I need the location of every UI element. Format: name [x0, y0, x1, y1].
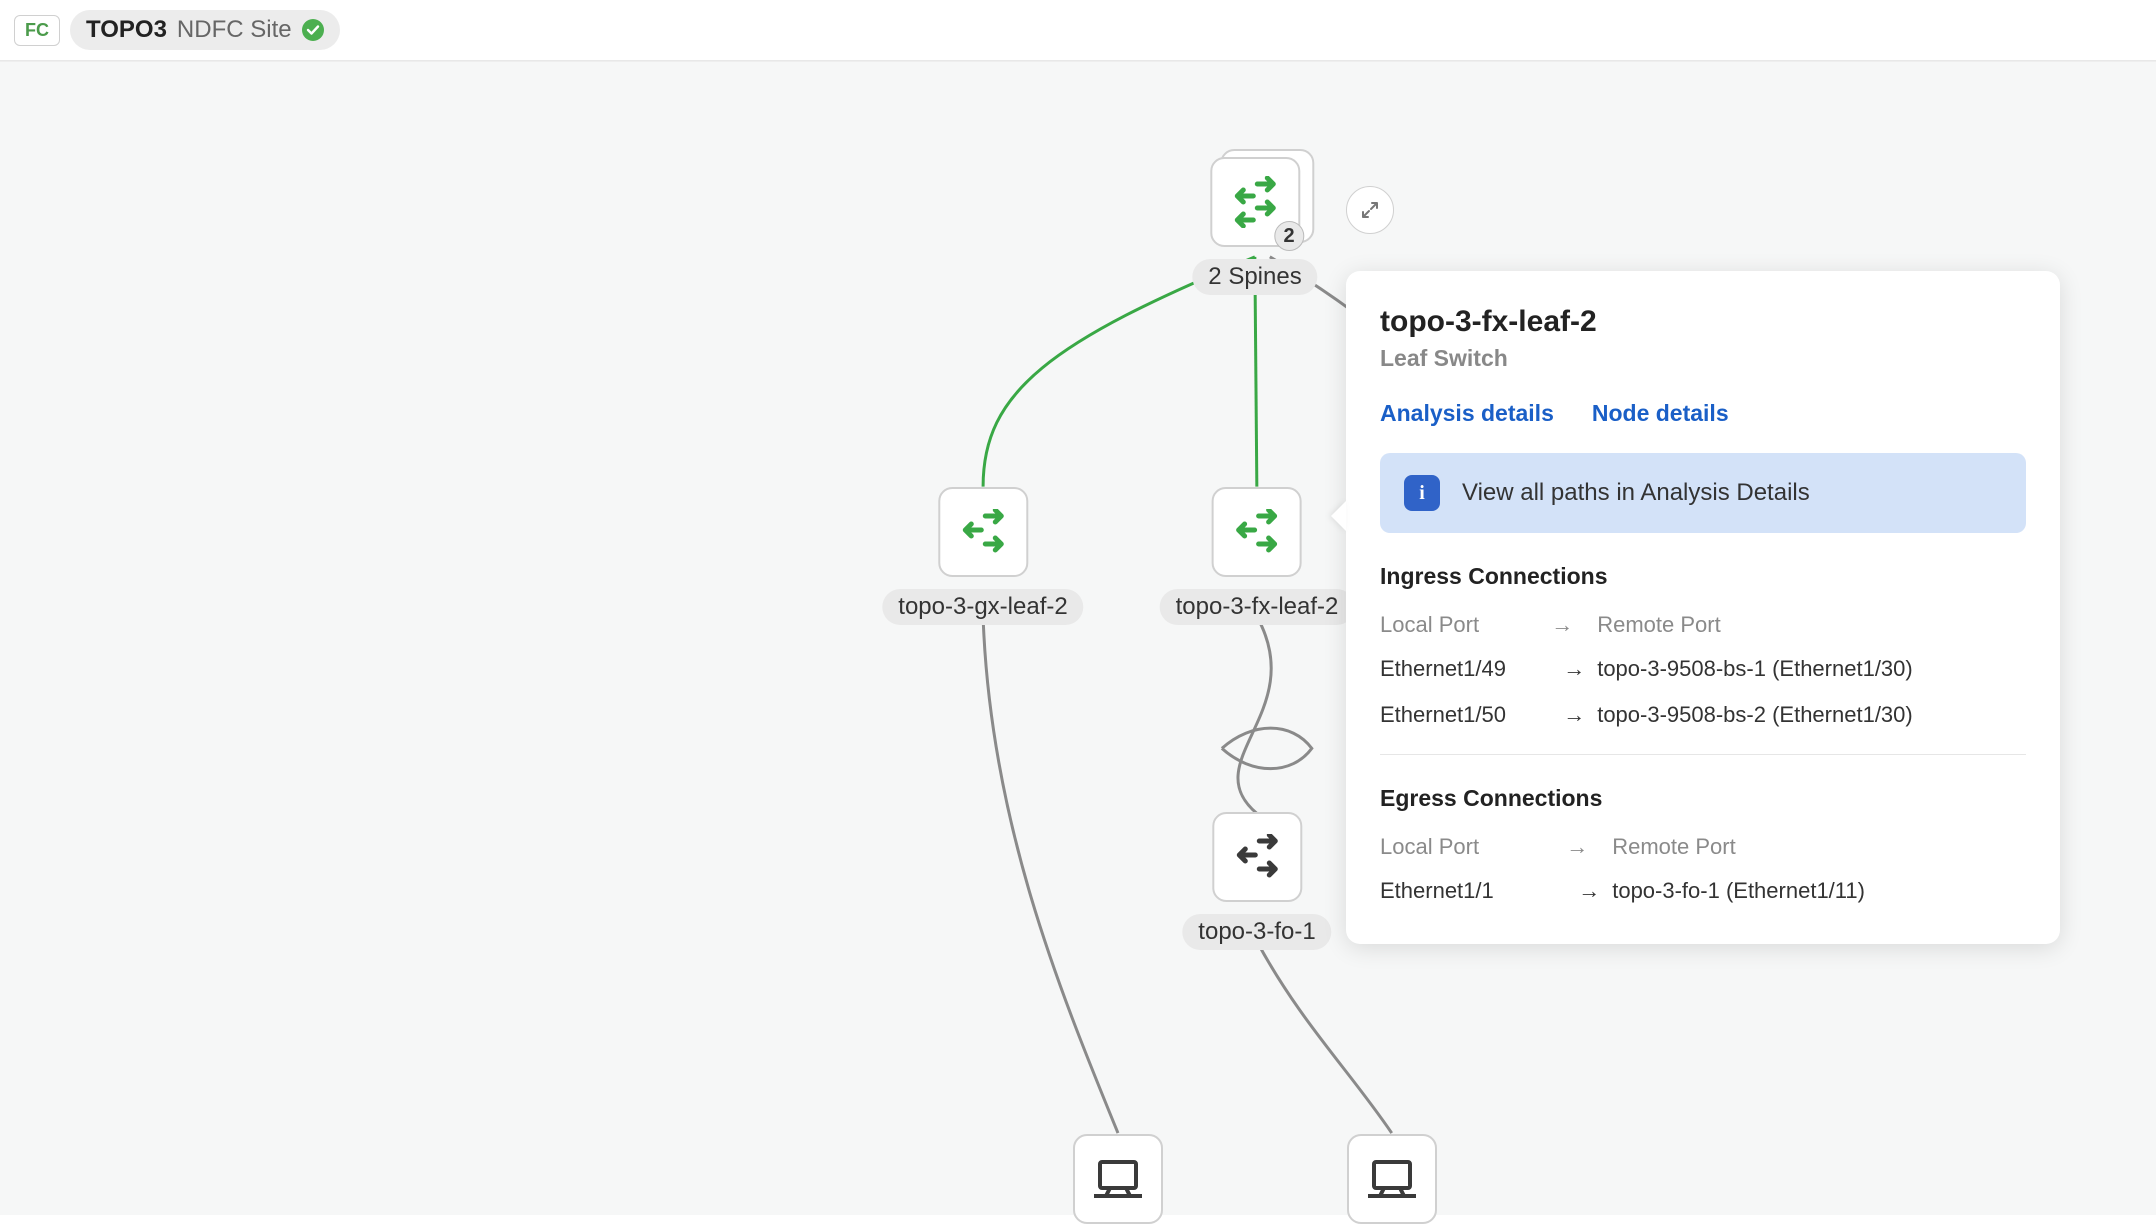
- status-ok-icon: [302, 19, 324, 41]
- node-label: topo-3-fo-1: [1182, 914, 1331, 950]
- node-label: topo-3-gx-leaf-2: [882, 589, 1083, 625]
- col-remote: Remote Port: [1597, 604, 2026, 646]
- arrow-icon: →: [1551, 646, 1597, 692]
- arrow-icon: →: [1566, 826, 1612, 868]
- arrow-icon: →: [1566, 868, 1612, 914]
- info-banner-text: View all paths in Analysis Details: [1462, 479, 1810, 507]
- local-port: Ethernet1/1: [1380, 868, 1566, 914]
- host-icon: [1073, 1134, 1163, 1224]
- node-count-badge: 2: [1274, 221, 1304, 251]
- node-label: 2 Spines: [1192, 259, 1317, 295]
- table-row[interactable]: Ethernet1/50→topo-3-9508-bs-2 (Ethernet1…: [1380, 692, 2026, 738]
- expand-button[interactable]: [1346, 186, 1394, 234]
- node-details-link[interactable]: Node details: [1592, 400, 1729, 427]
- node-label: topo-3-fx-leaf-2: [1160, 589, 1355, 625]
- site-chip[interactable]: TOPO3 NDFC Site: [70, 10, 340, 50]
- switch-dark-icon: [1212, 812, 1302, 902]
- topology-canvas[interactable]: 2 2 Spines topo-3-gx-leaf-2 topo-3-fx-lea…: [0, 61, 2156, 1215]
- fc-badge: FC: [14, 15, 60, 46]
- egress-heading: Egress Connections: [1380, 785, 2026, 812]
- topology-node-fo1[interactable]: topo-3-fo-1: [1182, 812, 1331, 950]
- topology-node-host_l[interactable]: [1073, 1134, 1163, 1224]
- switch-green-icon: [938, 487, 1028, 577]
- egress-table: Local Port → Remote Port Ethernet1/1→top…: [1380, 826, 2026, 914]
- table-row[interactable]: Ethernet1/49→topo-3-9508-bs-1 (Ethernet1…: [1380, 646, 2026, 692]
- remote-port: topo-3-9508-bs-2 (Ethernet1/30): [1597, 692, 2026, 738]
- table-row[interactable]: Ethernet1/1→topo-3-fo-1 (Ethernet1/11): [1380, 868, 2026, 914]
- topology-node-leaf_fx[interactable]: topo-3-fx-leaf-2: [1160, 487, 1355, 625]
- col-local: Local Port: [1380, 826, 1566, 868]
- node-details-panel: topo-3-fx-leaf-2 Leaf Switch Analysis de…: [1346, 271, 2060, 944]
- panel-links: Analysis details Node details: [1380, 400, 2026, 427]
- ingress-table: Local Port → Remote Port Ethernet1/49→to…: [1380, 604, 2026, 738]
- ingress-heading: Ingress Connections: [1380, 563, 2026, 590]
- analysis-details-link[interactable]: Analysis details: [1380, 400, 1554, 427]
- col-remote: Remote Port: [1612, 826, 2026, 868]
- col-local: Local Port: [1380, 604, 1551, 646]
- panel-title: topo-3-fx-leaf-2: [1380, 305, 2026, 339]
- topology-node-spines[interactable]: 2 2 Spines: [1192, 157, 1317, 295]
- divider: [1380, 754, 2026, 755]
- switch-green-icon: 2: [1210, 157, 1300, 247]
- site-name-bold: TOPO3: [86, 16, 167, 44]
- site-name-gray: NDFC Site: [177, 16, 292, 44]
- local-port: Ethernet1/49: [1380, 646, 1551, 692]
- info-icon: i: [1404, 475, 1440, 511]
- info-banner[interactable]: i View all paths in Analysis Details: [1380, 453, 2026, 533]
- topology-node-leaf_gx[interactable]: topo-3-gx-leaf-2: [882, 487, 1083, 625]
- header-bar: FC TOPO3 NDFC Site: [0, 0, 2156, 61]
- remote-port: topo-3-9508-bs-1 (Ethernet1/30): [1597, 646, 2026, 692]
- switch-green-icon: [1212, 487, 1302, 577]
- arrow-icon: →: [1551, 604, 1597, 646]
- topology-node-host_r[interactable]: [1347, 1134, 1437, 1224]
- panel-pointer-icon: [1331, 501, 1346, 531]
- arrow-icon: →: [1551, 692, 1597, 738]
- remote-port: topo-3-fo-1 (Ethernet1/11): [1612, 868, 2026, 914]
- panel-subtitle: Leaf Switch: [1380, 345, 2026, 372]
- local-port: Ethernet1/50: [1380, 692, 1551, 738]
- host-icon: [1347, 1134, 1437, 1224]
